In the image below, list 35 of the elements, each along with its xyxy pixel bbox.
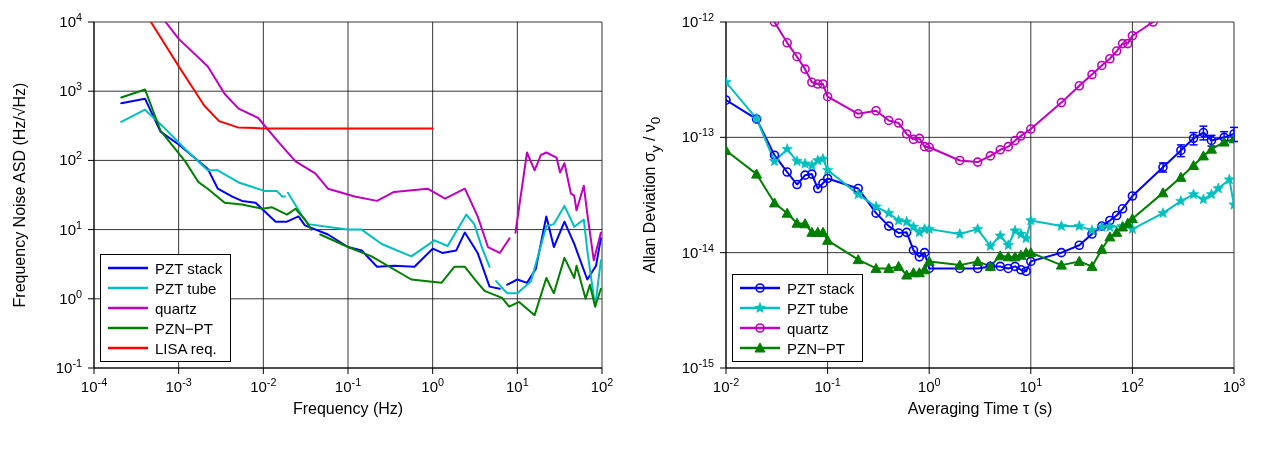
y-tick-label: 10$^{1}$ bbox=[59, 218, 82, 238]
x-tick-label: 10$^{-1}$ bbox=[814, 376, 841, 395]
legend-label: quartz bbox=[787, 319, 829, 337]
x-tick-label: 10$^{0}$ bbox=[917, 376, 941, 395]
x-tick-label: 10$^{-1}$ bbox=[334, 376, 362, 395]
legend-label: PZN−PT bbox=[155, 319, 213, 337]
y-tick-label: 10$^{-15}$ bbox=[681, 357, 714, 376]
x-tick-label: 10$^{-2}$ bbox=[712, 376, 740, 395]
y-axis-title: Frequency Noise ASD (Hz/√Hz) bbox=[11, 82, 29, 308]
x-tick-label: 10$^{-2}$ bbox=[250, 376, 277, 395]
x-tick-label: 10$^{2}$ bbox=[1121, 376, 1144, 395]
x-tick-label: 10$^{-3}$ bbox=[165, 376, 192, 395]
y-tick-label: 10$^{-1}$ bbox=[55, 357, 82, 376]
legend-label: PZT stack bbox=[787, 279, 855, 297]
x-tick-label: 10$^{1}$ bbox=[505, 376, 529, 395]
x-tick-label: 10$^{2}$ bbox=[590, 376, 614, 395]
y-tick-label: 10$^{-12}$ bbox=[681, 11, 714, 30]
legend-label: quartz bbox=[155, 299, 197, 317]
legend-label: LISA req. bbox=[155, 339, 217, 357]
legend-label: PZT stack bbox=[155, 259, 223, 277]
x-tick-label: 10$^{3}$ bbox=[1222, 376, 1246, 395]
y-tick-label: 10$^{3}$ bbox=[59, 80, 82, 100]
legend-label: PZN−PT bbox=[787, 339, 845, 357]
y-tick-label: 10$^{-14}$ bbox=[681, 241, 714, 261]
y-tick-label: 10$^{2}$ bbox=[59, 149, 82, 169]
x-tick-label: 10$^{0}$ bbox=[421, 376, 445, 395]
x-axis-title: Frequency (Hz) bbox=[291, 400, 405, 418]
x-axis-title: Averaging Time τ (s) bbox=[906, 400, 1054, 418]
legend-label: PZT tube bbox=[155, 279, 217, 297]
x-tick-label: 10$^{1}$ bbox=[1019, 376, 1043, 395]
y-tick-label: 10$^{0}$ bbox=[59, 287, 82, 307]
legend-label: PZT tube bbox=[787, 299, 849, 317]
y-tick-label: 10$^{4}$ bbox=[59, 11, 82, 30]
x-tick-label: 10$^{-4}$ bbox=[80, 376, 108, 395]
y-tick-label: 10$^{-13}$ bbox=[681, 126, 714, 146]
